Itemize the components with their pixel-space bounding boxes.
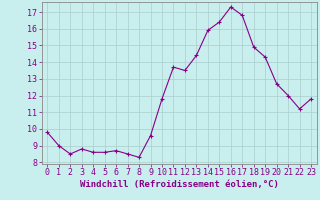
X-axis label: Windchill (Refroidissement éolien,°C): Windchill (Refroidissement éolien,°C) [80,180,279,189]
